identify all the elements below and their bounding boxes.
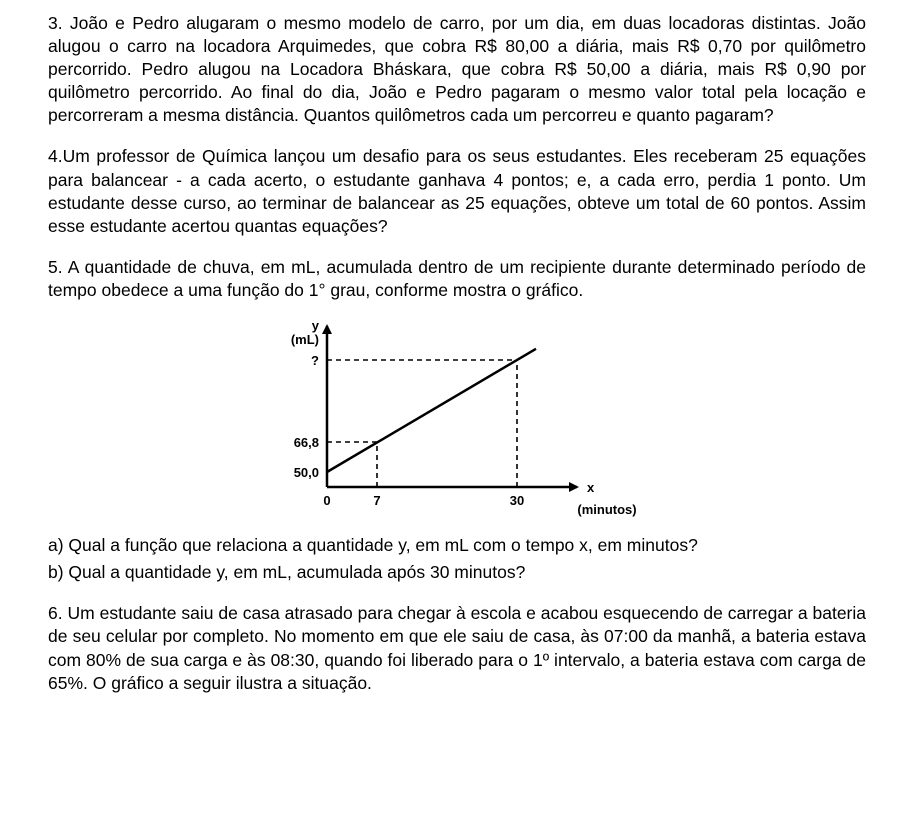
question-5a: a) Qual a função que relaciona a quantid… <box>48 534 866 557</box>
svg-text:(minutos): (minutos) <box>577 502 636 517</box>
question-3-text: 3. João e Pedro alugaram o mesmo modelo … <box>48 13 866 125</box>
svg-text:66,8: 66,8 <box>294 435 319 450</box>
question-5: 5. A quantidade de chuva, em mL, acumula… <box>48 256 866 584</box>
svg-text:50,0: 50,0 <box>294 465 319 480</box>
question-6-text: 6. Um estudante saiu de casa atrasado pa… <box>48 603 866 692</box>
svg-text:0: 0 <box>323 493 330 508</box>
question-4-text: 4.Um professor de Química lançou um desa… <box>48 146 866 235</box>
svg-text:x: x <box>587 480 595 495</box>
svg-text:y: y <box>312 318 320 333</box>
question-5b: b) Qual a quantidade y, em mL, acumulada… <box>48 561 866 584</box>
svg-text:30: 30 <box>510 493 524 508</box>
rain-chart: y(mL) x (minutos) 50,0 66,8? 0 7 30 <box>48 312 866 528</box>
question-3: 3. João e Pedro alugaram o mesmo modelo … <box>48 12 866 127</box>
svg-text:7: 7 <box>373 493 380 508</box>
svg-text:(mL): (mL) <box>291 332 319 347</box>
question-5-intro: 5. A quantidade de chuva, em mL, acumula… <box>48 256 866 302</box>
rain-chart-svg: y(mL) x (minutos) 50,0 66,8? 0 7 30 <box>247 312 667 522</box>
svg-text:?: ? <box>311 353 319 368</box>
question-6: 6. Um estudante saiu de casa atrasado pa… <box>48 602 866 694</box>
question-4: 4.Um professor de Química lançou um desa… <box>48 145 866 237</box>
